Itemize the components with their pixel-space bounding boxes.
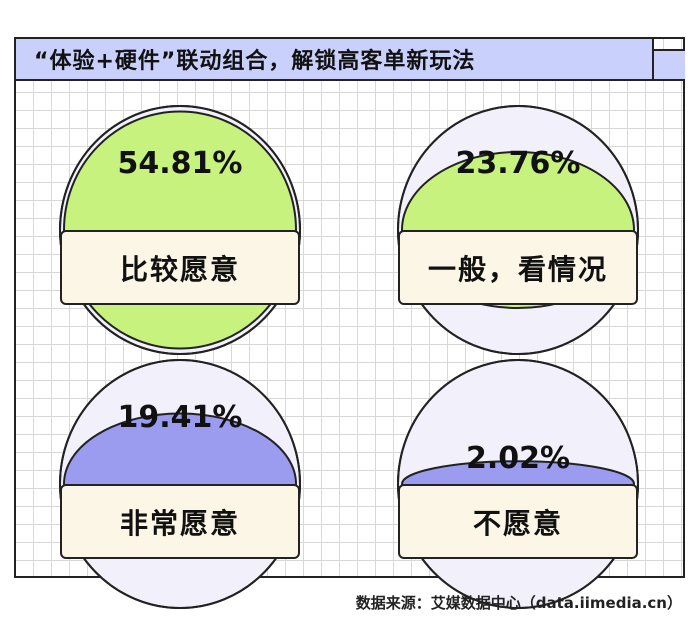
dome-outline (397, 359, 639, 609)
indicator-card: 23.76% 一般，看情况 (397, 96, 639, 355)
title-tab-decoration (652, 49, 685, 81)
dome-outline (59, 105, 301, 355)
value-label: 2.02% (465, 441, 571, 477)
dome-outline (59, 359, 301, 609)
category-label: 不愿意 (398, 484, 638, 559)
category-label: 一般，看情况 (398, 230, 638, 305)
category-label: 非常愿意 (60, 484, 300, 559)
category-label: 比较愿意 (60, 230, 300, 305)
indicator-card: 2.02% 不愿意 (397, 350, 639, 609)
source-note: 数据来源：艾媒数据中心（data.iimedia.cn） (355, 594, 682, 612)
value-label: 19.41% (117, 400, 243, 435)
indicator-card: 19.41% 非常愿意 (59, 350, 301, 609)
indicator-card: 54.81% 比较愿意 (59, 96, 301, 355)
dome-outline (397, 105, 639, 355)
value-label: 54.81% (117, 146, 243, 181)
chart-title: “体验+硬件”联动组合，解锁高客单新玩法 (14, 37, 654, 81)
value-label: 23.76% (455, 146, 581, 181)
dome-graphic (397, 359, 639, 609)
